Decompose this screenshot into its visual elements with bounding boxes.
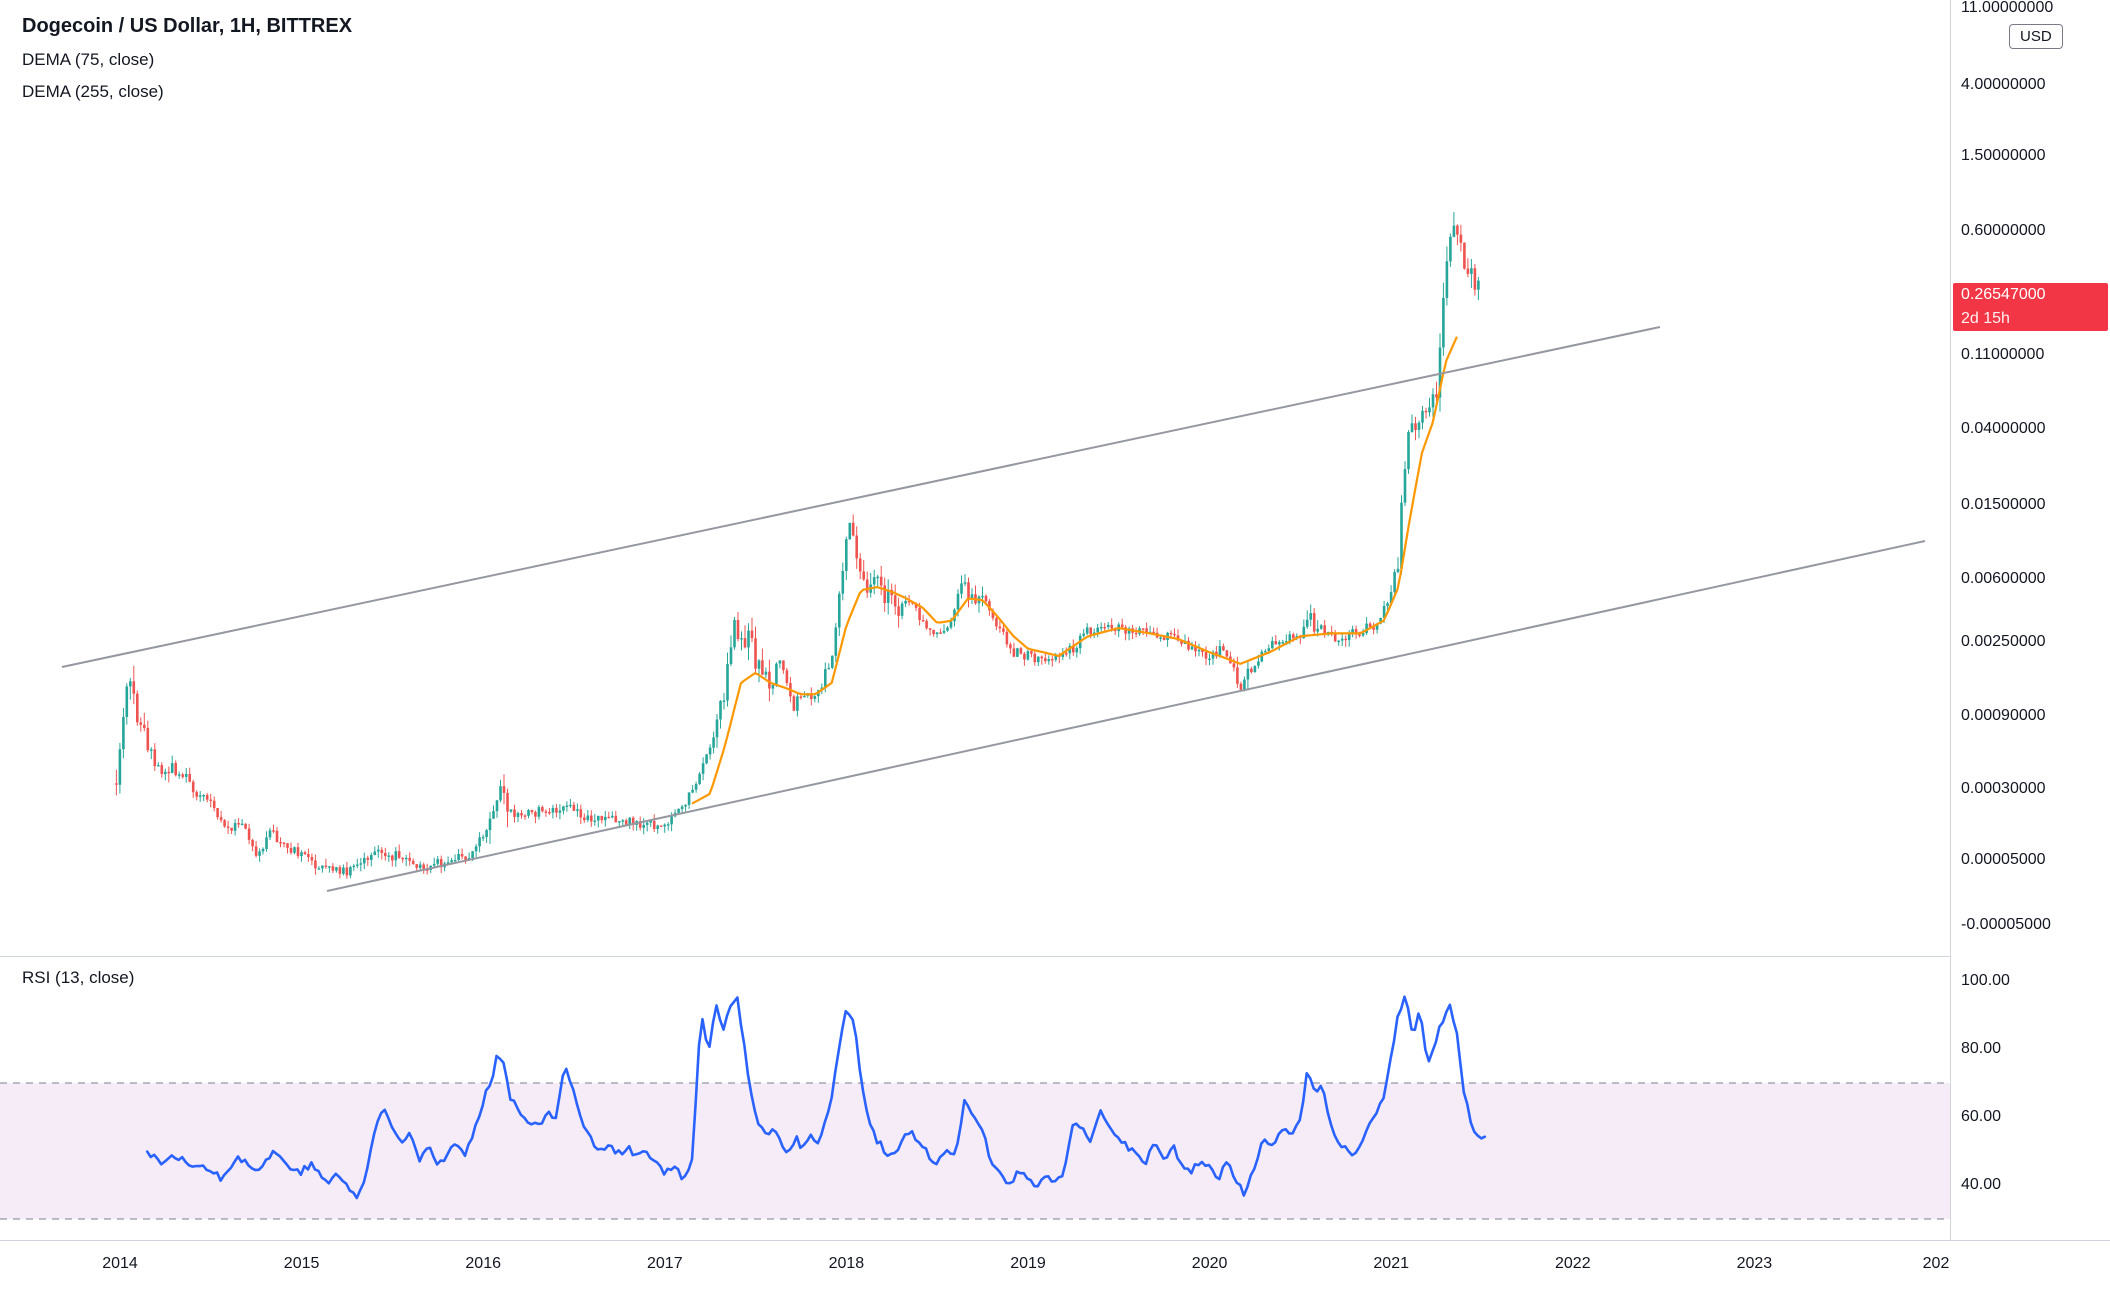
axis-tick-label: 0.00250000 — [1961, 633, 2046, 650]
bar-countdown: 2d 15h — [1961, 310, 2010, 327]
price-axis[interactable]: USD 0.26547000 2d 15h 11.00000000 4.00000… — [1951, 0, 2110, 1240]
time-tick-label: 202 — [1922, 1255, 1950, 1272]
rsi-line[interactable] — [145, 995, 1487, 1200]
symbol-title[interactable]: Dogecoin / US Dollar, 1H, BITTREX — [22, 15, 353, 37]
rsi-band — [0, 1082, 1950, 1220]
time-tick-label: 2023 — [1736, 1255, 1773, 1272]
axis-tick-label: 4.00000000 — [1961, 76, 2046, 93]
axis-tick-label: 60.00 — [1961, 1108, 2002, 1125]
axis-tick-label: 0.00090000 — [1961, 707, 2046, 724]
axis-tick-label: 80.00 — [1961, 1040, 2002, 1057]
indicator-dema-75[interactable]: DEMA (75, close) — [22, 50, 155, 69]
dema-line[interactable] — [691, 336, 1458, 805]
candlestick-series — [115, 225, 1480, 876]
time-tick-label: 2021 — [1373, 1255, 1409, 1272]
time-tick-label: 2017 — [647, 1255, 683, 1272]
time-tick-label: 2020 — [1191, 1255, 1228, 1272]
axis-tick-label: 0.00005000 — [1961, 851, 2046, 868]
pane-separator[interactable] — [0, 956, 2110, 957]
axis-tick-label: 0.60000000 — [1961, 222, 2046, 239]
indicator-dema-255[interactable]: DEMA (255, close) — [22, 82, 164, 101]
axis-tick-label: 40.00 — [1961, 1176, 2002, 1193]
time-tick-label: 2022 — [1555, 1255, 1591, 1272]
time-tick-label: 2015 — [283, 1255, 320, 1272]
axis-tick-label: 0.00030000 — [1961, 780, 2046, 797]
time-tick-label: 2014 — [102, 1255, 138, 1272]
time-tick-label: 2016 — [465, 1255, 501, 1272]
axis-tick-label: 0.11000000 — [1961, 346, 2045, 363]
last-price-value: 0.26547000 — [1961, 286, 2046, 303]
rsi-indicator-label[interactable]: RSI (13, close) — [22, 968, 135, 987]
axis-tick-label: 1.50000000 — [1961, 147, 2046, 164]
axis-tick-label: 0.00600000 — [1961, 570, 2046, 587]
axis-tick-label: 0.01500000 — [1961, 496, 2046, 513]
chart-legend: Dogecoin / US Dollar, 1H, BITTREX DEMA (… — [22, 16, 352, 114]
currency-unit-button[interactable]: USD — [2009, 24, 2063, 49]
axis-tick-label: 11.00000000 — [1961, 0, 2054, 16]
trend-channel[interactable] — [61, 326, 1926, 892]
axis-tick-label: 0.04000000 — [1961, 420, 2046, 437]
time-axis-separator — [0, 1240, 2110, 1241]
axis-tick-label: 100.00 — [1961, 972, 2010, 989]
chart-canvas[interactable] — [0, 0, 1950, 1240]
axis-tick-label: -0.00005000 — [1961, 916, 2051, 933]
price-axis-border — [1950, 0, 1951, 1295]
time-tick-label: 2018 — [828, 1255, 865, 1272]
last-price-badge: 0.26547000 2d 15h — [1953, 283, 2108, 331]
time-axis[interactable]: 2014 2015 2016 2017 2018 2019 2020 2021 2022 2023… — [0, 1241, 2110, 1295]
candle-wicks — [115, 212, 1479, 879]
time-tick-label: 2019 — [1010, 1255, 1046, 1272]
